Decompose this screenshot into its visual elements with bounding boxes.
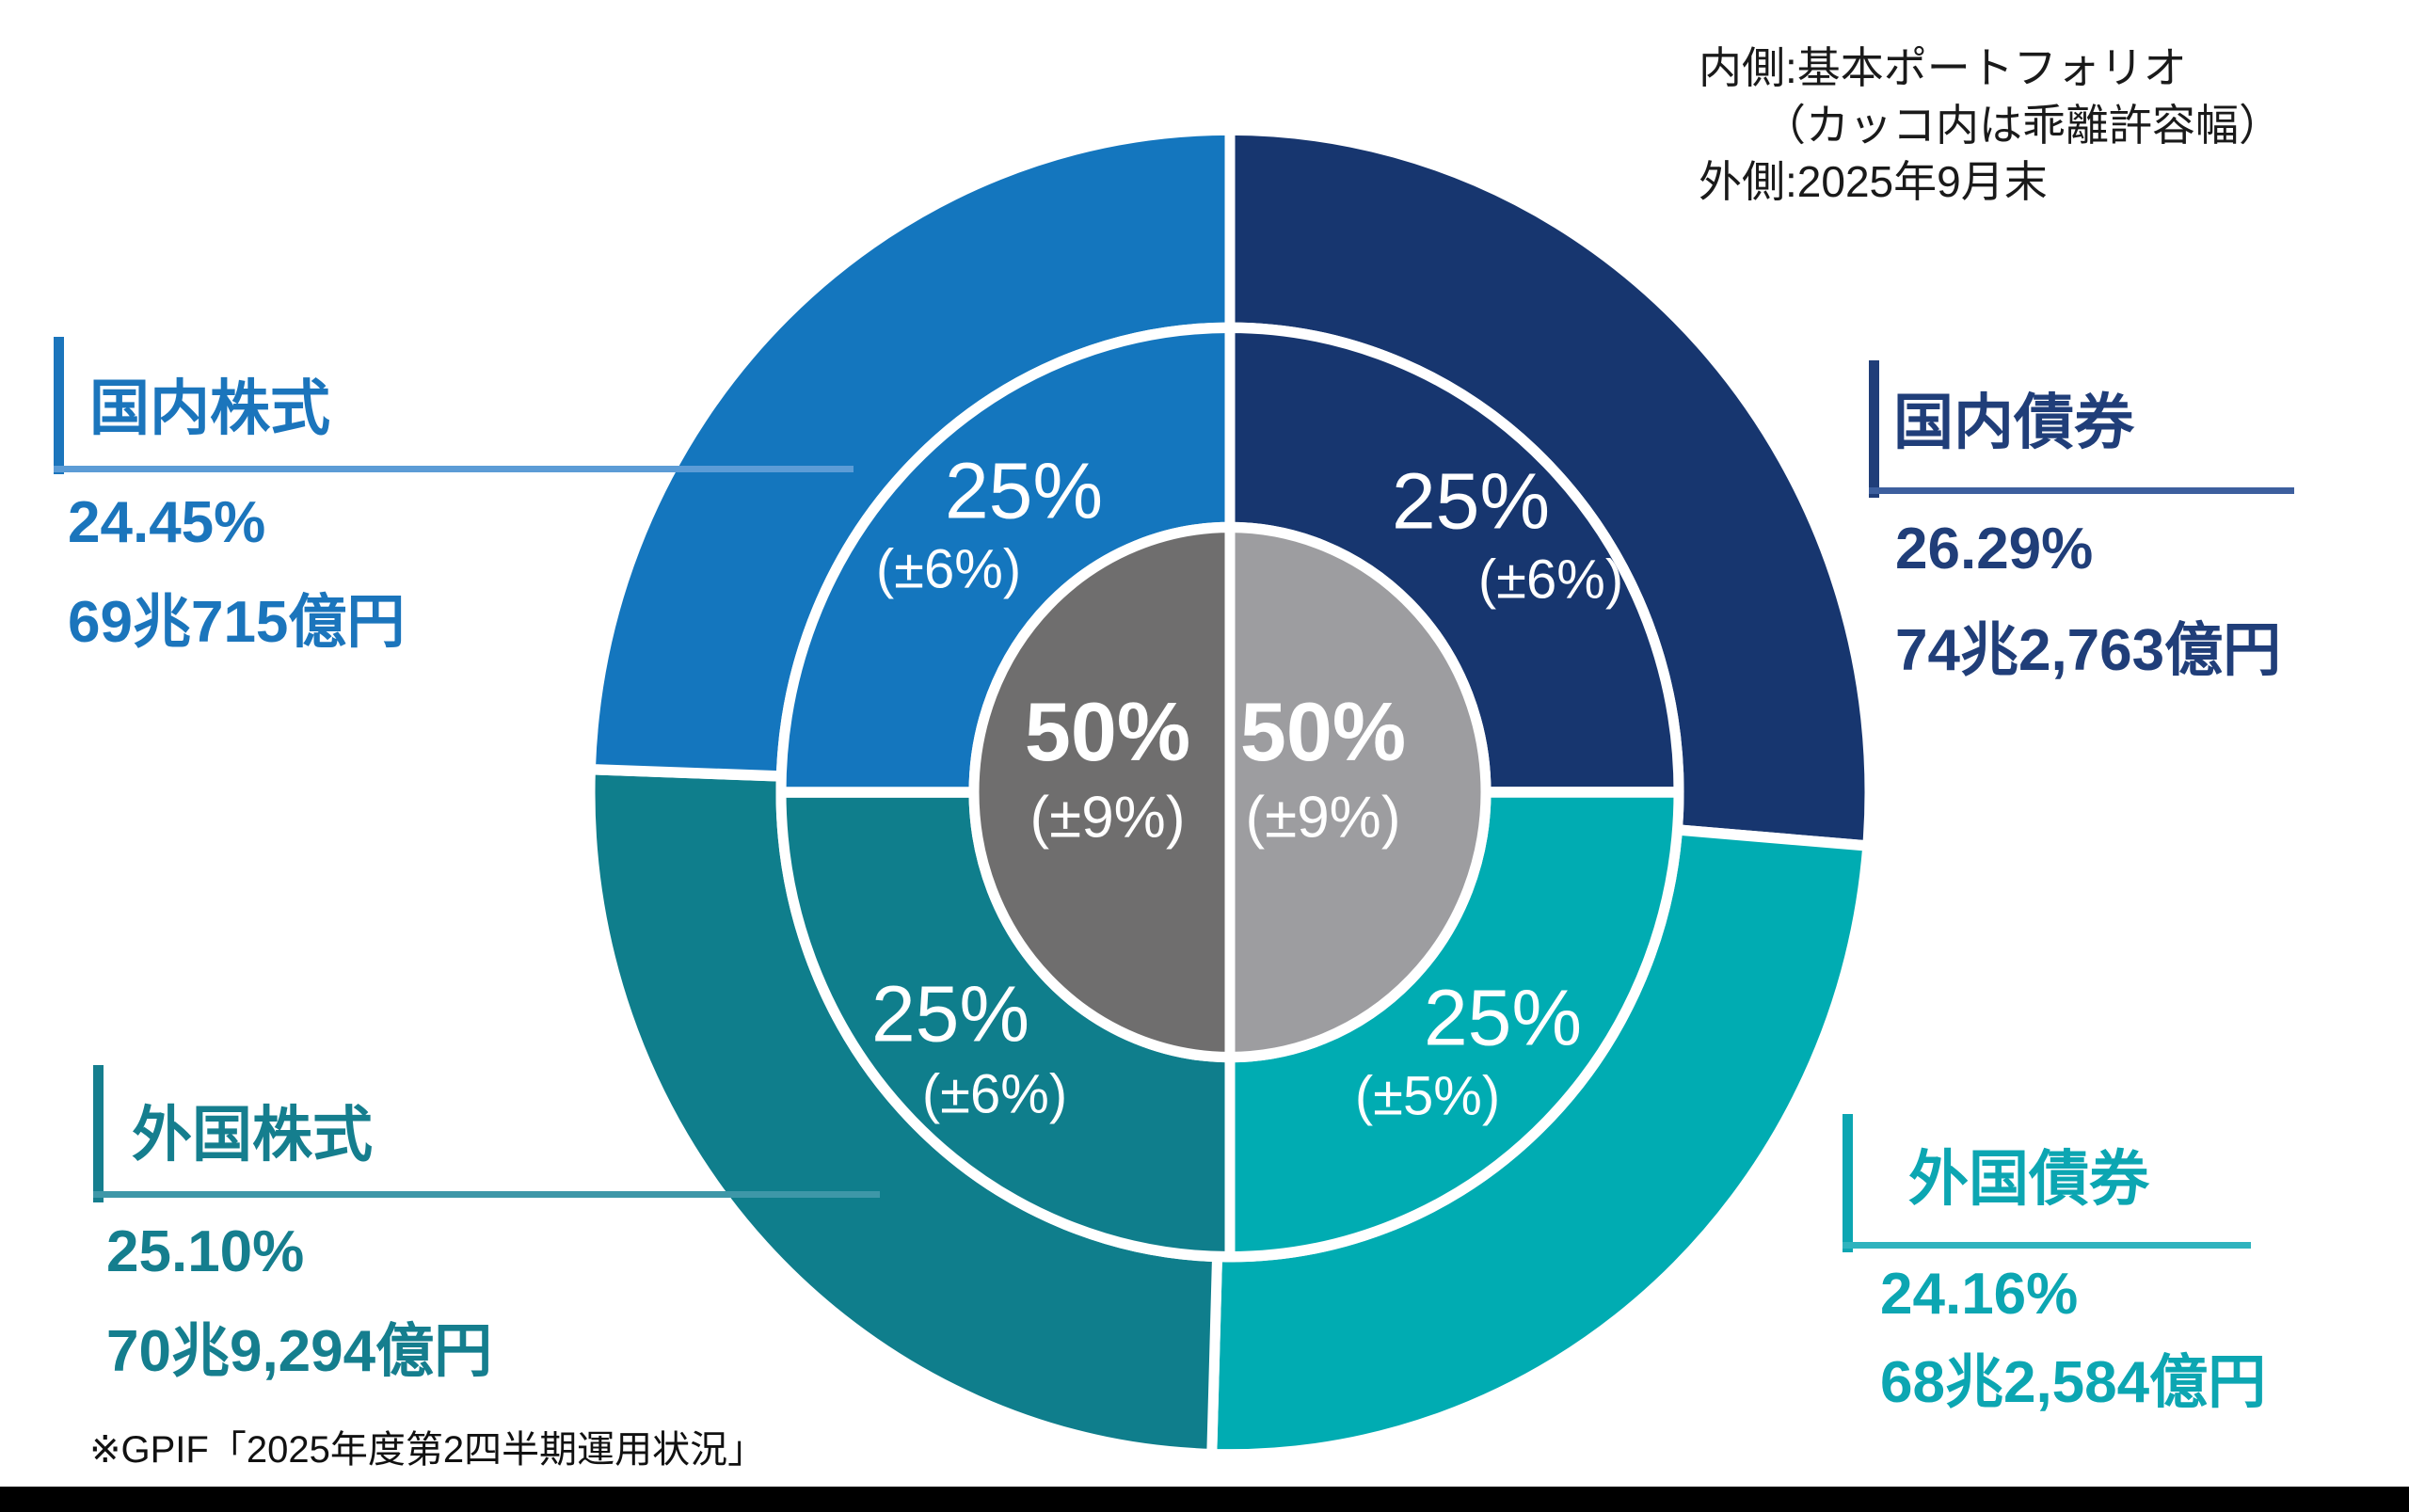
callout-leader-line-foreign-equity — [93, 1191, 880, 1198]
callout-title-foreign-bonds: 外国債券 — [1908, 1145, 2149, 1213]
legend-line-inner: 内側:基本ポートフォリオ — [1699, 43, 2187, 92]
middle-ring-label-foreign-equity-tol: (±6%) — [921, 1063, 1068, 1125]
middle-ring-label-foreign-bonds-pct: 25% — [1423, 973, 1583, 1062]
middle-ring-label-domestic-equity-pct: 25% — [944, 446, 1104, 535]
inner-circle-label-right-pct: 50% — [1239, 685, 1407, 778]
legend-line-outer: 外側:2025年9月末 — [1699, 157, 2048, 207]
middle-ring-label-foreign-equity-pct: 25% — [870, 969, 1030, 1058]
callout-amount-domestic-bonds: 74兆2,763億円 — [1895, 618, 2282, 683]
middle-ring-label-domestic-bonds-tol: (±6%) — [1477, 549, 1624, 611]
source-note: ※GPIF「2025年度第2四半期運用状況」 — [89, 1429, 766, 1471]
inner-circle-label-left-pct: 50% — [1024, 685, 1191, 778]
callout-pct-domestic-bonds: 26.29% — [1895, 517, 2094, 581]
bottom-black-bar — [0, 1487, 2409, 1512]
callout-pct-domestic-equity: 24.45% — [68, 490, 266, 555]
callout-amount-foreign-equity: 70兆9,294億円 — [106, 1319, 493, 1384]
middle-ring-label-foreign-bonds-tol: (±5%) — [1354, 1065, 1501, 1127]
middle-ring-label-domestic-bonds-pct: 25% — [1391, 456, 1551, 546]
chart-legend: 内側:基本ポートフォリオ （カッコ内は乖離許容幅） 外側:2025年9月末 — [1699, 40, 2282, 211]
callout-tick-domestic-bonds — [1869, 360, 1879, 498]
inner-circle-label-left-tol: (±9%) — [1029, 785, 1186, 851]
callout-tick-domestic-equity — [54, 337, 64, 474]
inner-circle-label-right-tol: (±9%) — [1245, 785, 1401, 851]
callout-leader-line-foreign-bonds — [1843, 1242, 2251, 1249]
callout-title-domestic-bonds: 国内債券 — [1893, 389, 2134, 456]
callout-leader-line-domestic-bonds — [1869, 487, 2294, 494]
callout-title-domestic-equity: 国内株式 — [89, 374, 330, 442]
callout-title-foreign-equity: 外国株式 — [132, 1101, 373, 1169]
callout-leader-line-domestic-equity — [54, 466, 854, 472]
inner-circle-left-half — [968, 521, 1236, 1063]
callout-amount-foreign-bonds: 68兆2,584億円 — [1880, 1350, 2267, 1415]
callout-amount-domestic-equity: 69兆715億円 — [68, 590, 406, 655]
callout-pct-foreign-equity: 25.10% — [106, 1219, 305, 1284]
inner-circle-right-half — [1224, 521, 1492, 1063]
legend-line-tolerance: （カッコ内は乖離許容幅） — [1763, 100, 2282, 150]
middle-ring-label-domestic-equity-tol: (±6%) — [875, 538, 1022, 600]
callout-pct-foreign-bonds: 24.16% — [1880, 1262, 2079, 1327]
callout-tick-foreign-equity — [93, 1065, 104, 1202]
callout-tick-foreign-bonds — [1843, 1114, 1853, 1252]
